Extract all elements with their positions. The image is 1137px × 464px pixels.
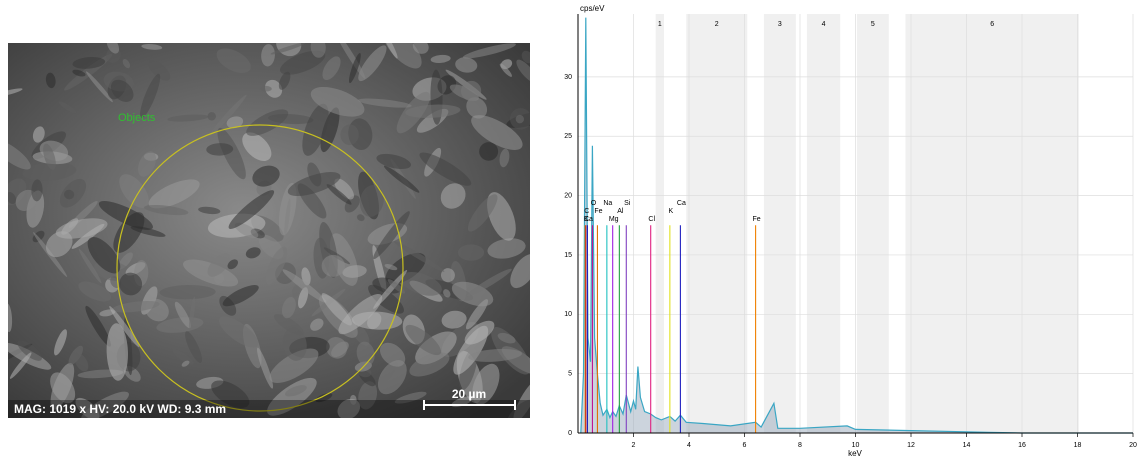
y-tick-label: 5: [568, 370, 572, 377]
y-tick-label: 0: [568, 430, 572, 437]
x-tick-label: 18: [1074, 442, 1082, 449]
x-tick-label: 16: [1018, 442, 1026, 449]
x-tick-label: 20: [1129, 442, 1137, 449]
y-tick-label: 10: [564, 311, 572, 318]
element-label: Mg: [609, 216, 619, 223]
region-label: 1: [658, 21, 662, 28]
region-label: 6: [990, 21, 994, 28]
region-label: 4: [822, 21, 826, 28]
region-label: 3: [778, 21, 782, 28]
element-label: Ca: [584, 216, 593, 223]
element-label: C: [584, 208, 589, 215]
object-label: Objects: [118, 112, 156, 124]
y-tick-label: 15: [564, 252, 572, 259]
y-axis-label: cps/eV: [580, 4, 605, 13]
sem-image: Objects MAG: 1019 x HV: 20.0 kV WD: 9.3 …: [0, 22, 548, 438]
region-label: 2: [715, 21, 719, 28]
caption: MAG: 1019 x HV: 20.0 kV WD: 9.3 mm: [14, 402, 226, 416]
element-label: Fe: [594, 208, 602, 215]
x-tick-label: 4: [687, 442, 691, 449]
element-label: Cl: [648, 216, 655, 223]
scale-bar-label: 20 µm: [452, 387, 486, 401]
y-tick-label: 25: [564, 133, 572, 140]
y-tick-label: 20: [564, 192, 572, 199]
texture-flake: [458, 244, 484, 260]
x-tick-label: 10: [852, 442, 860, 449]
x-tick-label: 14: [963, 442, 971, 449]
element-label: Al: [617, 208, 624, 215]
page: Objects MAG: 1019 x HV: 20.0 kV WD: 9.3 …: [0, 0, 1137, 459]
x-tick-label: 6: [743, 442, 747, 449]
element-label: K: [669, 208, 674, 215]
texture-flake: [479, 142, 498, 161]
region-label: 5: [871, 21, 875, 28]
texture-flake: [322, 255, 345, 277]
element-label: Na: [603, 200, 612, 207]
x-tick-label: 8: [798, 442, 802, 449]
element-label: Fe: [753, 216, 761, 223]
x-tick-label: 12: [907, 442, 915, 449]
element-label: Ca: [677, 200, 686, 207]
x-axis-label: keV: [848, 449, 862, 458]
x-tick-label: 2: [632, 442, 636, 449]
element-label: O: [591, 200, 597, 207]
y-tick-label: 30: [564, 74, 572, 81]
element-label: Si: [624, 200, 631, 207]
